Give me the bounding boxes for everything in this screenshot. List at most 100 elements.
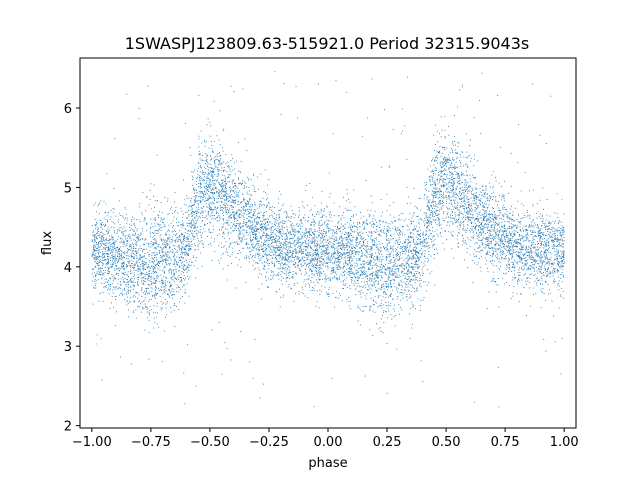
data-point: [183, 284, 185, 286]
data-point: [338, 278, 340, 280]
data-point: [383, 311, 384, 313]
data-point: [221, 191, 223, 193]
data-point: [445, 163, 447, 165]
data-point: [427, 245, 429, 247]
data-point: [98, 250, 100, 252]
data-point: [516, 251, 518, 253]
data-point: [214, 160, 216, 161]
data-point: [463, 207, 465, 209]
data-point: [459, 160, 460, 162]
data-point: [225, 186, 226, 188]
data-point: [384, 232, 386, 234]
data-point: [464, 201, 466, 203]
data-point: [420, 286, 422, 288]
data-point: [145, 210, 146, 212]
data-point: [395, 227, 396, 229]
data-point: [251, 221, 253, 223]
data-point: [342, 272, 344, 274]
data-point: [370, 297, 372, 299]
data-point: [375, 273, 377, 275]
data-point: [182, 224, 184, 226]
data-point: [189, 223, 191, 225]
data-point: [474, 154, 475, 156]
data-point: [318, 261, 320, 263]
data-point: [331, 272, 333, 274]
data-point: [126, 279, 128, 280]
data-point: [462, 208, 464, 209]
data-point: [93, 244, 95, 246]
data-point: [182, 257, 184, 259]
data-point: [378, 271, 380, 273]
data-point: [297, 239, 299, 241]
data-point: [245, 258, 247, 260]
data-point: [208, 185, 210, 187]
data-point: [342, 287, 344, 289]
data-point: [162, 251, 164, 253]
data-point: [298, 257, 300, 258]
data-point: [480, 228, 482, 230]
data-point: [420, 243, 422, 245]
data-point: [349, 262, 351, 264]
data-point: [405, 218, 407, 220]
data-point: [173, 274, 175, 276]
data-point: [142, 230, 144, 232]
data-point: [410, 231, 412, 233]
data-point: [133, 257, 135, 259]
data-point: [301, 201, 303, 203]
data-point: [143, 300, 145, 302]
data-point: [188, 223, 190, 225]
data-point: [275, 236, 277, 238]
data-point: [109, 229, 110, 231]
data-point: [296, 224, 298, 226]
data-point: [104, 233, 106, 235]
data-point: [323, 278, 325, 280]
data-point: [151, 257, 153, 259]
data-point: [375, 270, 377, 272]
data-point: [430, 233, 431, 234]
data-point: [485, 188, 487, 190]
data-point: [189, 248, 191, 250]
data-point: [194, 198, 196, 200]
data-point: [458, 89, 460, 91]
data-point: [107, 266, 109, 268]
data-point: [310, 290, 312, 291]
data-point: [446, 177, 448, 179]
data-point: [416, 276, 418, 278]
data-point: [187, 222, 189, 224]
data-point: [522, 247, 524, 248]
data-point: [166, 256, 168, 258]
data-point: [554, 212, 556, 214]
data-point: [352, 246, 354, 248]
data-point: [408, 258, 410, 259]
data-point: [103, 240, 105, 241]
data-point: [470, 231, 471, 233]
data-point: [452, 158, 454, 160]
data-point: [99, 236, 101, 238]
data-point: [299, 246, 301, 248]
data-point: [337, 258, 339, 260]
data-point: [174, 191, 176, 193]
data-point: [562, 229, 564, 231]
data-point: [353, 267, 355, 269]
data-point: [275, 222, 277, 224]
data-point: [212, 176, 214, 177]
data-point: [440, 184, 442, 186]
data-point: [389, 294, 391, 296]
data-point: [228, 219, 230, 221]
data-point: [424, 219, 426, 221]
data-point: [531, 232, 533, 233]
data-point: [444, 137, 446, 139]
data-point: [117, 246, 119, 248]
data-point: [554, 239, 556, 241]
data-point: [272, 230, 274, 232]
data-point: [454, 202, 456, 204]
data-point: [393, 238, 394, 240]
data-point: [127, 271, 129, 273]
data-point: [370, 231, 372, 232]
data-point: [467, 237, 469, 239]
data-point: [535, 235, 537, 237]
data-point: [96, 249, 98, 251]
data-point: [102, 254, 104, 255]
data-point: [455, 152, 457, 154]
data-point: [151, 260, 153, 262]
